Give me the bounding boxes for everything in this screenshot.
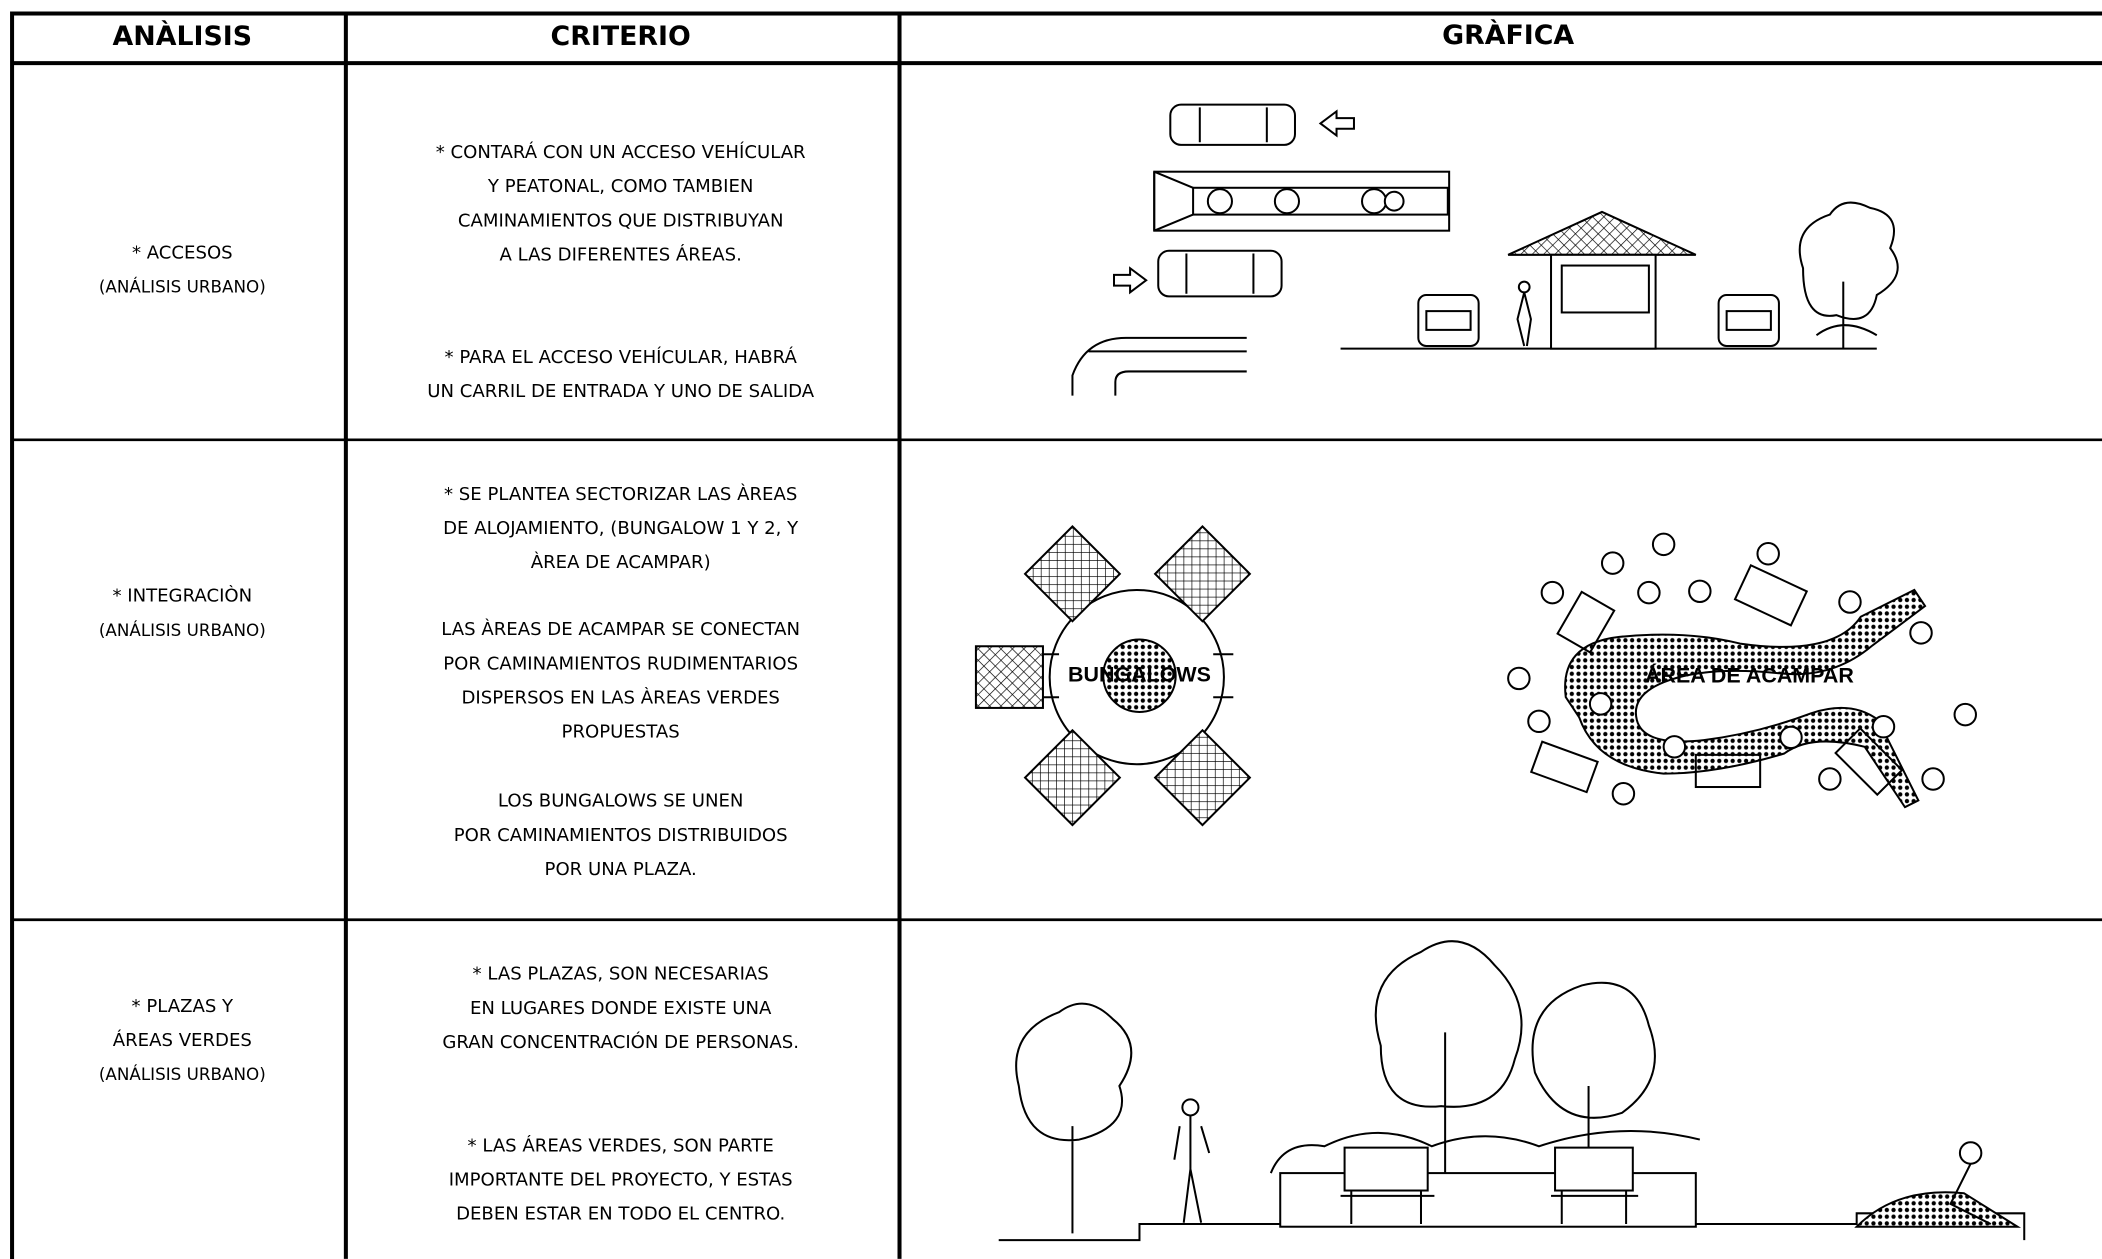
plaza-sketch [998, 940, 2026, 1242]
column-header: CRITERIO [551, 21, 691, 52]
integration-sketch: BUNGALOWS ÁREA DE ACAMPAR [974, 525, 1977, 827]
criteria-text: A LAS DIFERENTES ÁREAS. [499, 243, 741, 265]
column-header: GRÀFICA [1442, 19, 1574, 51]
criteria-text: CAMINAMIENTOS QUE DISTRIBUYAN [458, 210, 784, 231]
criteria-text: Y PEATONAL, COMO TAMBIEN [487, 176, 754, 197]
criteria-text: EN LUGARES DONDE EXISTE UNA [470, 998, 772, 1019]
criteria-text: ÀREA DE ACAMPAR) [531, 551, 711, 573]
criteria-text: POR CAMINAMIENTOS DISTRIBUIDOS [454, 825, 788, 846]
criteria-text: UN CARRIL DE ENTRADA Y UNO DE SALIDA [427, 381, 815, 402]
criteria-text: PROPUESTAS [562, 722, 680, 743]
criteria-text: * SE PLANTEA SECTORIZAR LAS ÀREAS [444, 483, 797, 505]
criteria-text: * LAS ÁREAS VERDES, SON PARTE [468, 1134, 774, 1156]
access-sketch [1071, 103, 1899, 396]
criteria-text: DISPERSOS EN LAS ÀREAS VERDES [461, 687, 779, 709]
analysis-text: (ANÁLISIS URBANO) [99, 276, 266, 297]
table-grid [10, 11, 2102, 1259]
graphic-label: BUNGALOWS [1068, 662, 1211, 686]
column-header: ANÀLISIS [113, 20, 253, 52]
criteria-text: LAS ÀREAS DE ACAMPAR SE CONECTAN [441, 618, 800, 640]
criteria-text: DEBEN ESTAR EN TODO EL CENTRO. [456, 1204, 785, 1225]
criteria-text: LOS BUNGALOWS SE UNEN [498, 791, 744, 812]
analysis-text: * PLAZAS Y [132, 996, 235, 1017]
criteria-text: IMPORTANTE DEL PROYECTO, Y ESTAS [449, 1169, 793, 1190]
criteria-text: * PARA EL ACCESO VEHÍCULAR, HABRÁ [445, 346, 798, 368]
criteria-text: * LAS PLAZAS, SON NECESARIAS [473, 964, 769, 985]
analysis-text: ÁREAS VERDES [113, 1029, 252, 1051]
analysis-text: * ACCESOS [132, 242, 233, 263]
graphic-label: ÁREA DE ACAMPAR [1645, 663, 1854, 688]
analysis-text: (ANÁLISIS URBANO) [99, 1063, 266, 1084]
criteria-text: * CONTARÁ CON UN ACCESO VEHÍCULAR [436, 141, 806, 163]
analysis-text: (ANÁLISIS URBANO) [99, 619, 266, 640]
criteria-text: GRAN CONCENTRACIÓN DE PERSONAS. [442, 1031, 799, 1053]
criteria-text: POR UNA PLAZA. [545, 859, 697, 880]
analysis-text: * INTEGRACIÒN [112, 585, 252, 607]
criteria-text: DE ALOJAMIENTO, (BUNGALOW 1 Y 2, Y [443, 518, 799, 539]
criteria-text: POR CAMINAMIENTOS RUDIMENTARIOS [443, 653, 798, 674]
table-text: ANÀLISIS CRITERIO GRÀFICA * ACCESOS (ANÁL… [99, 19, 1575, 1225]
